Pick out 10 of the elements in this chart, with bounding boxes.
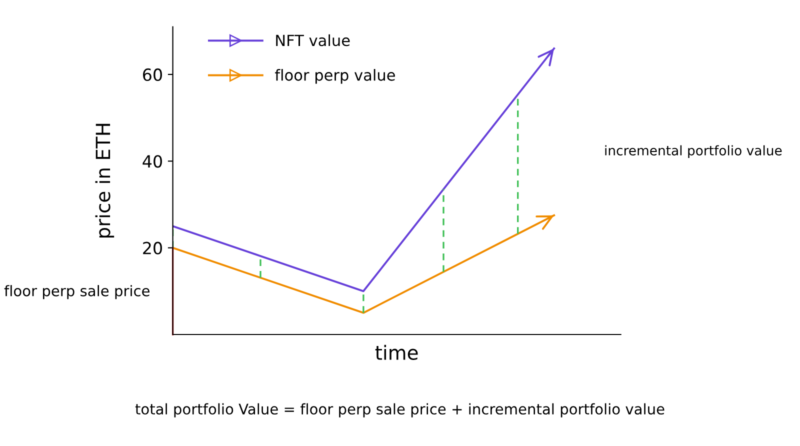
y-tick-label: 60 <box>143 68 162 82</box>
y-tick-label: 40 <box>142 155 162 168</box>
x-axis-title: time <box>375 344 418 360</box>
text: total portfolio Value = floor perp sale price + incremental portfolio value <box>135 403 664 418</box>
text: floor perp sale price <box>4 285 150 300</box>
y-tick-label: 20 <box>143 242 162 254</box>
legend-label: floor perp value <box>274 69 395 84</box>
legend-label: NFT value <box>276 34 350 46</box>
annotation: incremental portfolio value <box>605 145 782 158</box>
y-axis-title: price in ETH <box>95 124 114 238</box>
